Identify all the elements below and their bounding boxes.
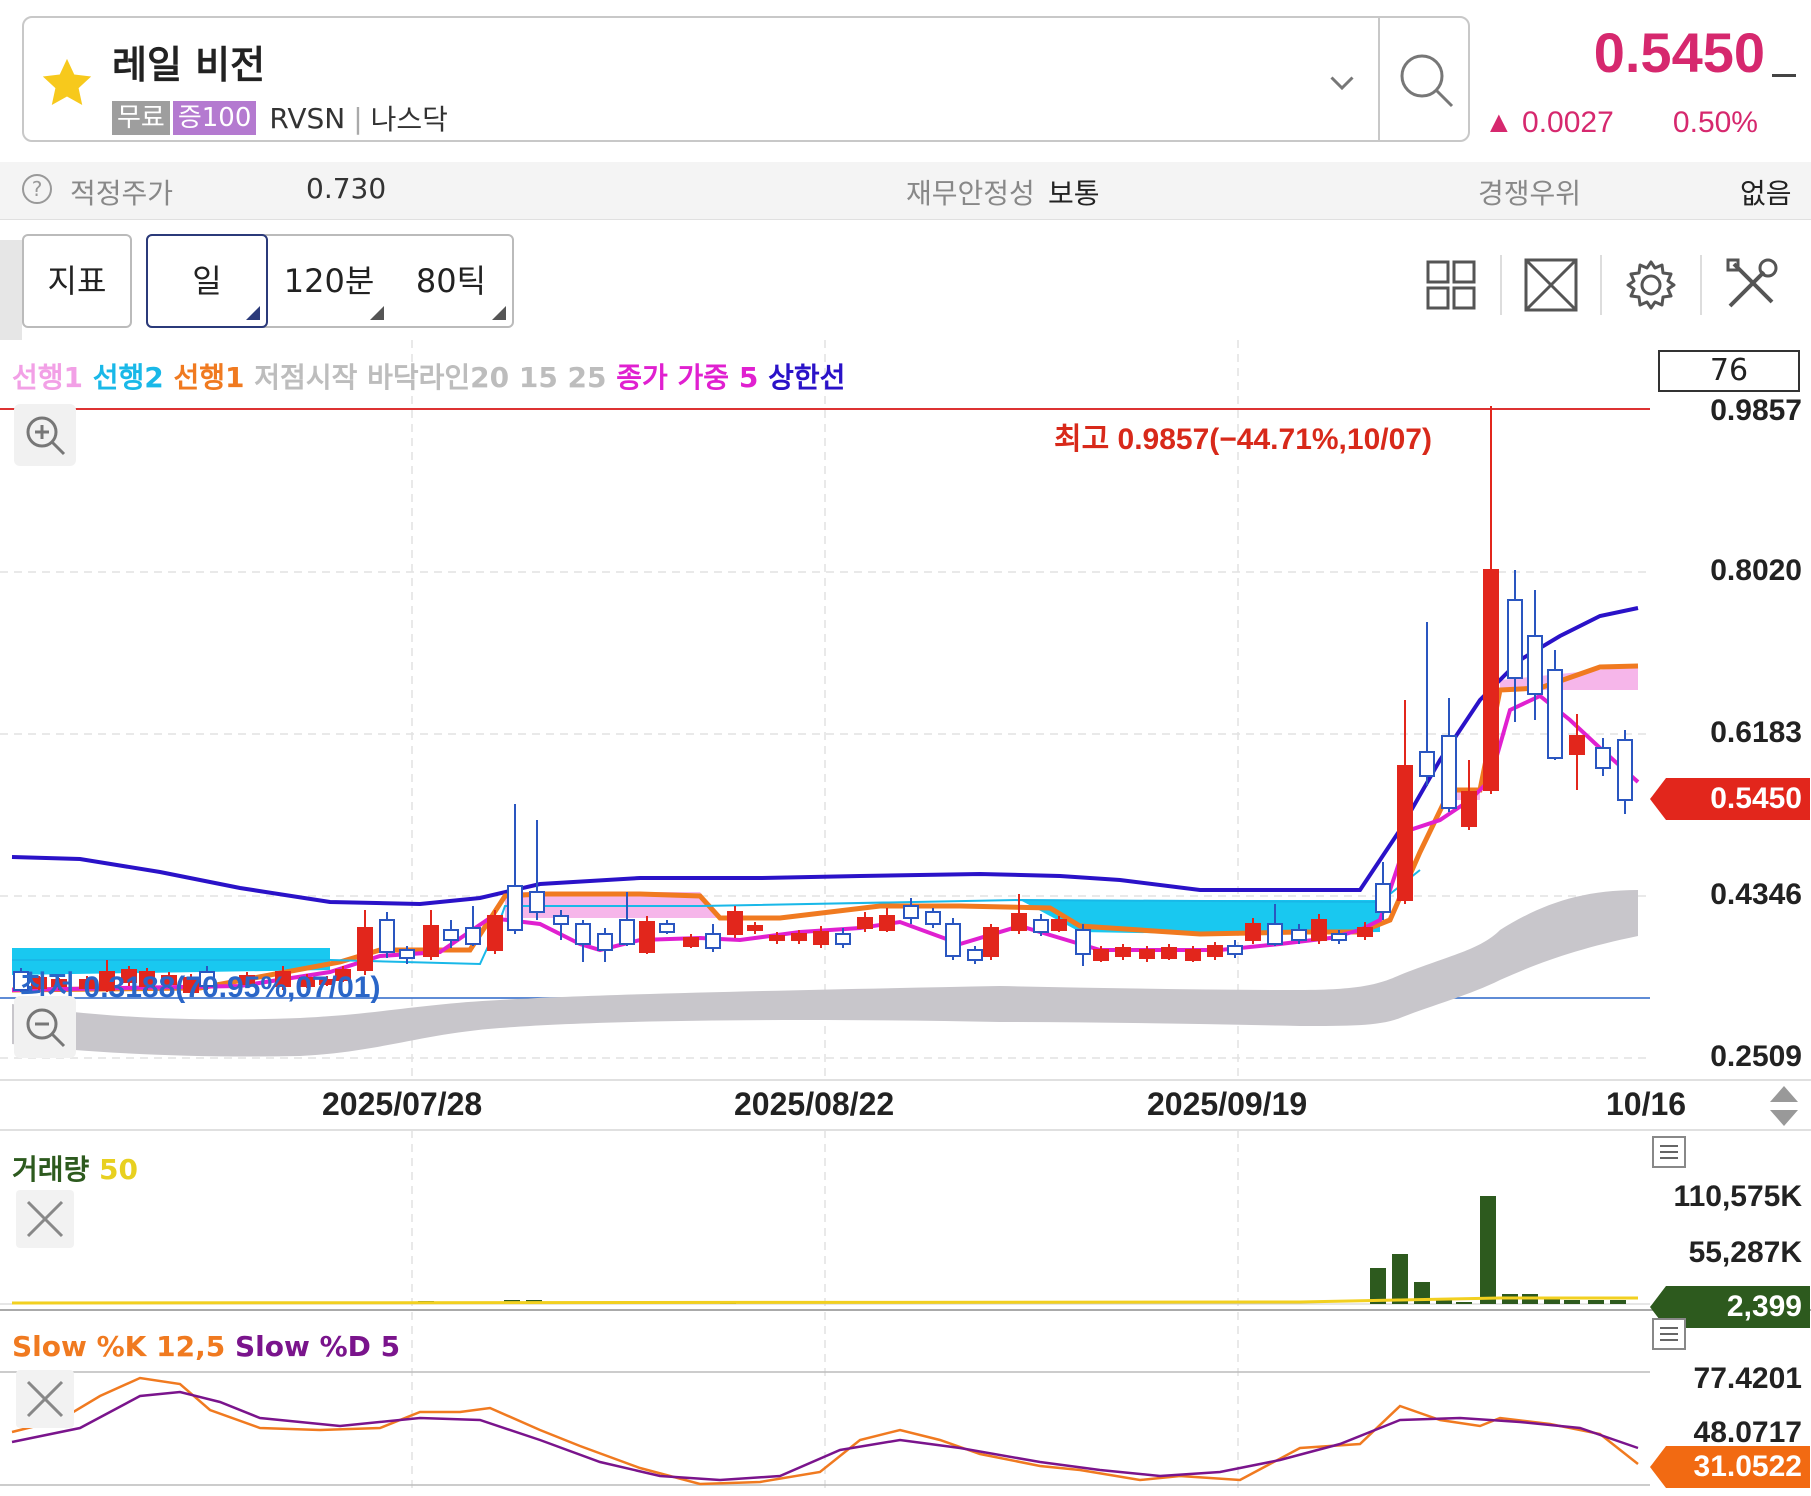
price-dash bbox=[1772, 74, 1796, 77]
margin-badge: 증100 bbox=[172, 101, 257, 135]
gear-icon[interactable] bbox=[1616, 250, 1686, 320]
toolbar-divider bbox=[1500, 255, 1502, 315]
volume-axis-label: 55,287K bbox=[1688, 1236, 1802, 1269]
fullscreen-icon[interactable] bbox=[1516, 250, 1586, 320]
cloud-band-cyan bbox=[12, 948, 330, 975]
period-day-label: 일 bbox=[192, 262, 222, 300]
separator: | bbox=[353, 101, 363, 135]
zoom-in-button[interactable] bbox=[14, 404, 76, 466]
volume-panel-title: 거래량 50 bbox=[12, 1148, 138, 1188]
stock-search-box[interactable]: 레일 비전 무료 증100 RVSN | 나스닥 bbox=[22, 16, 1470, 142]
legend-item: 선행1 bbox=[173, 361, 245, 394]
dropdown-corner-icon bbox=[246, 306, 260, 320]
low-annotation: 최저 0.3188(70.95%,07/01) bbox=[20, 971, 381, 1004]
y-axis-label: 0.6183 bbox=[1710, 716, 1802, 749]
indicator-legend: 선행1 선행2 선행1 저점시작 바닥라인20 15 25 종가 가중 5 상한… bbox=[12, 356, 845, 396]
y-axis-label: 0.9857 bbox=[1710, 394, 1802, 427]
volume-bars bbox=[350, 1196, 1626, 1304]
stochastic-axis-label: 48.0717 bbox=[1693, 1416, 1802, 1449]
slow-k-title: Slow %K 12,5 bbox=[12, 1330, 226, 1363]
y-axis-label: 0.4346 bbox=[1710, 878, 1802, 911]
zoom-in-icon bbox=[26, 416, 66, 456]
current-price-tag-shape bbox=[1650, 778, 1810, 820]
stock-name: 레일 비전 bbox=[112, 43, 266, 87]
current-price-tag: 0.5450 bbox=[1710, 782, 1802, 815]
x-axis-label: 2025/09/19 bbox=[1147, 1086, 1308, 1122]
search-icon bbox=[1400, 54, 1454, 108]
exchange-name: 나스닥 bbox=[370, 103, 448, 136]
volume-title: 거래량 bbox=[12, 1153, 90, 1186]
volume-moving-average bbox=[11, 1296, 1638, 1305]
close-icon bbox=[26, 1380, 64, 1418]
stochastic-panel-title: Slow %K 12,5 Slow %D 5 bbox=[12, 1330, 400, 1363]
close-stochastic-panel-button[interactable] bbox=[16, 1370, 74, 1428]
toolbar-divider bbox=[1600, 255, 1602, 315]
dropdown-corner-icon bbox=[492, 306, 506, 320]
y-axis-area bbox=[1650, 340, 1811, 1080]
favorite-star-icon[interactable] bbox=[38, 54, 96, 112]
slow-k-line bbox=[11, 1376, 1639, 1486]
layout-grid-icon[interactable] bbox=[1416, 250, 1486, 320]
fair-price-value: 0.730 bbox=[306, 172, 387, 205]
stock-badges: 무료 증100 RVSN | 나스닥 bbox=[112, 98, 448, 138]
period-tick-label: 80틱 bbox=[415, 262, 487, 300]
zoom-out-icon bbox=[26, 1008, 66, 1048]
left-edge-handle[interactable] bbox=[0, 240, 22, 370]
stability-value: 보통 bbox=[1048, 177, 1100, 210]
indicator-button[interactable]: 지표 bbox=[22, 234, 132, 328]
y-axis-label: 0.8020 bbox=[1710, 554, 1802, 587]
leading-span-cyan bbox=[12, 869, 1421, 966]
legend-item: 종가 가중 5 bbox=[616, 361, 759, 394]
chevron-down-icon[interactable] bbox=[1324, 64, 1360, 100]
tools-icon[interactable] bbox=[1716, 250, 1786, 320]
high-annotation: 최고 0.9857(−44.71%,10/07) bbox=[1054, 423, 1432, 456]
search-button[interactable] bbox=[1378, 18, 1470, 140]
help-icon[interactable]: ? bbox=[22, 174, 52, 204]
ticker-symbol: RVSN bbox=[269, 101, 346, 135]
legend-item: 상한선 bbox=[768, 361, 846, 394]
competitive-value: 없음 bbox=[1740, 177, 1792, 210]
period-120min-tab[interactable]: 120분 bbox=[268, 236, 390, 326]
stochastic-axis-label: 77.4201 bbox=[1693, 1362, 1802, 1395]
stability-label: 재무안정성 bbox=[906, 177, 1035, 210]
legend-item: 선행2 bbox=[92, 361, 164, 394]
volume-tag-shape bbox=[1650, 1286, 1810, 1328]
slow-d-title: Slow %D 5 bbox=[234, 1330, 401, 1363]
current-price: 0.5450 bbox=[1593, 21, 1765, 84]
volume-menu-icon[interactable] bbox=[1652, 1136, 1686, 1168]
candlestick-series bbox=[13, 406, 1633, 994]
period-selector: 일 120분 80틱 bbox=[146, 234, 514, 328]
period-tick-tab[interactable]: 80틱 bbox=[390, 236, 512, 326]
value-box: 76 bbox=[1658, 350, 1800, 392]
dropdown-corner-icon bbox=[370, 306, 384, 320]
free-badge: 무료 bbox=[112, 101, 170, 135]
volume-current-tag: 2,399 bbox=[1726, 1290, 1802, 1323]
price-change: ▲ 0.0027 bbox=[1484, 106, 1614, 139]
legend-item: 저점시작 바닥라인20 15 25 bbox=[254, 361, 607, 394]
period-120min-label: 120분 bbox=[283, 262, 375, 300]
valuation-info-row: ? 적정주가 0.730 재무안정성 보통 경쟁우위 없음 bbox=[0, 162, 1811, 220]
zoom-out-button[interactable] bbox=[14, 996, 76, 1058]
stochastic-current-tag: 31.0522 bbox=[1693, 1450, 1802, 1483]
close-icon bbox=[26, 1200, 64, 1238]
scroll-arrows-icon[interactable] bbox=[1766, 1084, 1802, 1128]
slow-d-line bbox=[11, 1390, 1639, 1482]
legend-item: 선행1 bbox=[12, 361, 84, 394]
stochastic-menu-icon[interactable] bbox=[1652, 1318, 1686, 1350]
competitive-label: 경쟁우위 bbox=[1478, 177, 1582, 210]
floor-line-band bbox=[12, 890, 1638, 1057]
fair-price-label: 적정주가 bbox=[70, 177, 174, 210]
period-day-tab[interactable]: 일 bbox=[146, 234, 268, 328]
x-axis-label: 10/16 bbox=[1606, 1086, 1687, 1122]
price-change-percent: 0.50% bbox=[1672, 106, 1758, 139]
toolbar-divider bbox=[1700, 255, 1702, 315]
close-volume-panel-button[interactable] bbox=[16, 1190, 74, 1248]
volume-axis-label: 110,575K bbox=[1673, 1180, 1802, 1213]
x-axis-label: 2025/08/22 bbox=[734, 1086, 895, 1122]
x-axis-label: 2025/07/28 bbox=[322, 1086, 483, 1122]
y-axis-label: 0.2509 bbox=[1710, 1040, 1802, 1073]
stochastic-tag-shape bbox=[1650, 1446, 1810, 1488]
volume-param: 50 bbox=[99, 1153, 138, 1186]
